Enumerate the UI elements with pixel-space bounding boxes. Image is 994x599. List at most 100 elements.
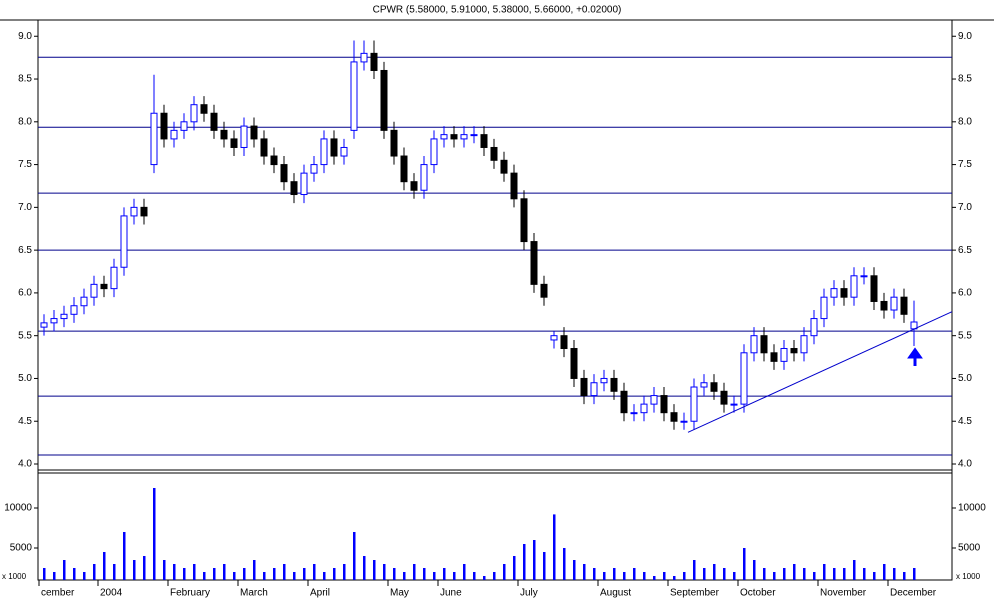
volume-bar (773, 572, 776, 580)
candle-body (500, 159, 508, 174)
volume-bar (253, 560, 256, 580)
candle-body (870, 275, 878, 302)
candle-body (60, 313, 68, 320)
volume-bar (63, 560, 66, 580)
x-tick-label: September (670, 588, 720, 599)
candle-body (320, 138, 328, 166)
volume-bar (123, 532, 126, 580)
volume-bar (263, 572, 266, 580)
volume-bar (413, 564, 416, 580)
candle-body (110, 266, 118, 290)
volume-bar (613, 568, 616, 580)
x-tick-label: July (520, 588, 538, 599)
candle-body (630, 412, 638, 415)
y-tick-label: 7.0 (958, 202, 972, 213)
volume-bar (553, 514, 556, 580)
candle-body (620, 390, 628, 414)
candle-body (770, 352, 778, 362)
volume-bar (443, 568, 446, 580)
candle-body (100, 283, 108, 290)
candle-body (660, 395, 668, 414)
volume-bar (753, 560, 756, 580)
candle-body (810, 318, 818, 337)
volume-bar (393, 568, 396, 580)
x-tick-label: February (170, 588, 210, 599)
candle-body (70, 305, 78, 315)
x-tick-label: August (600, 588, 631, 599)
volume-bar (193, 564, 196, 580)
y-tick-label: 9.0 (958, 31, 972, 42)
volume-bar (83, 572, 86, 580)
volume-bar (863, 568, 866, 580)
volume-bar (793, 564, 796, 580)
volume-bar (73, 568, 76, 580)
candle-body (220, 129, 228, 140)
candle-body (790, 348, 798, 354)
candle-body (840, 288, 848, 298)
candle-body (780, 348, 788, 362)
candle-body (390, 129, 398, 157)
volume-bar (693, 560, 696, 580)
candle-body (600, 377, 608, 384)
volume-bar (673, 576, 676, 580)
volume-bar (383, 564, 386, 580)
x-tick-label: October (740, 588, 776, 599)
y-tick-label: 4.5 (958, 416, 972, 427)
candle-body (760, 335, 768, 354)
candle-body (510, 172, 518, 200)
volume-bar (763, 568, 766, 580)
y-tick-label: 7.0 (18, 202, 32, 213)
volume-bar (323, 572, 326, 580)
y-tick-label: 9.0 (18, 31, 32, 42)
volume-bar (853, 560, 856, 580)
volume-bar (433, 572, 436, 580)
candle-body (90, 283, 98, 298)
y-tick-label: 6.0 (18, 288, 32, 299)
volume-bar (603, 572, 606, 580)
volume-bar (633, 568, 636, 580)
volume-bar (623, 572, 626, 580)
y-tick-label: 5.0 (958, 373, 972, 384)
volume-bar (113, 564, 116, 580)
volume-bar (283, 564, 286, 580)
volume-bar (43, 568, 46, 580)
candle-body (470, 134, 478, 137)
candle-body (560, 335, 568, 350)
candle-body (880, 300, 888, 311)
x-tick-label: 2004 (100, 588, 123, 599)
volume-bar (893, 568, 896, 580)
x-tick-label: May (390, 588, 409, 599)
y-tick-label: 6.5 (18, 245, 32, 256)
volume-bar (513, 556, 516, 580)
volume-bar (423, 568, 426, 580)
x-tick-label: April (310, 588, 330, 599)
volume-bar (353, 532, 356, 580)
candle-body (270, 155, 278, 166)
candle-body (170, 129, 178, 140)
candle-body (680, 420, 688, 423)
y-tick-label: 8.0 (18, 116, 32, 127)
candle-body (590, 382, 598, 397)
volume-bar (873, 572, 876, 580)
candle-body (190, 104, 198, 123)
volume-bar (293, 572, 296, 580)
x-tick-label: March (240, 588, 268, 599)
candle-body (700, 382, 708, 388)
y-tick-label: 4.0 (18, 459, 32, 470)
candle-body (350, 61, 358, 131)
candle-body (820, 296, 828, 320)
y-tick-label: 7.5 (958, 159, 972, 170)
volume-bar (243, 568, 246, 580)
volume-bar (173, 564, 176, 580)
candle-body (440, 134, 448, 140)
candle-body (830, 288, 838, 298)
y-tick-label: 10000 (958, 503, 986, 514)
volume-bar (583, 564, 586, 580)
volume-bar (913, 568, 916, 580)
volume-bar (373, 560, 376, 580)
candle-body (130, 206, 138, 217)
candle-body (460, 134, 468, 140)
y-tick-label: 4.5 (18, 416, 32, 427)
volume-bar (543, 552, 546, 580)
